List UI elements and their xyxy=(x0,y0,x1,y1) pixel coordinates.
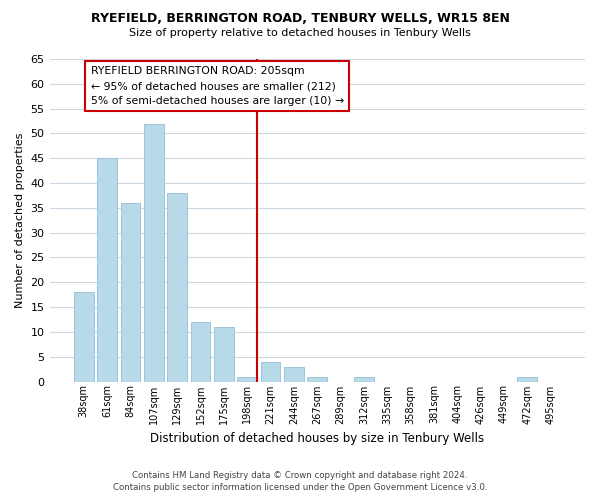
Bar xyxy=(307,376,327,382)
X-axis label: Distribution of detached houses by size in Tenbury Wells: Distribution of detached houses by size … xyxy=(150,432,484,445)
Bar xyxy=(144,124,164,382)
Bar xyxy=(97,158,117,382)
Bar xyxy=(74,292,94,382)
Bar xyxy=(167,193,187,382)
Text: Size of property relative to detached houses in Tenbury Wells: Size of property relative to detached ho… xyxy=(129,28,471,38)
Bar xyxy=(121,203,140,382)
Bar xyxy=(214,327,234,382)
Bar xyxy=(191,322,211,382)
Bar xyxy=(260,362,280,382)
Y-axis label: Number of detached properties: Number of detached properties xyxy=(15,132,25,308)
Bar xyxy=(238,376,257,382)
Text: Contains HM Land Registry data © Crown copyright and database right 2024.
Contai: Contains HM Land Registry data © Crown c… xyxy=(113,471,487,492)
Bar xyxy=(354,376,374,382)
Text: RYEFIELD BERRINGTON ROAD: 205sqm
← 95% of detached houses are smaller (212)
5% o: RYEFIELD BERRINGTON ROAD: 205sqm ← 95% o… xyxy=(91,66,344,106)
Bar xyxy=(517,376,538,382)
Text: RYEFIELD, BERRINGTON ROAD, TENBURY WELLS, WR15 8EN: RYEFIELD, BERRINGTON ROAD, TENBURY WELLS… xyxy=(91,12,509,26)
Bar xyxy=(284,366,304,382)
